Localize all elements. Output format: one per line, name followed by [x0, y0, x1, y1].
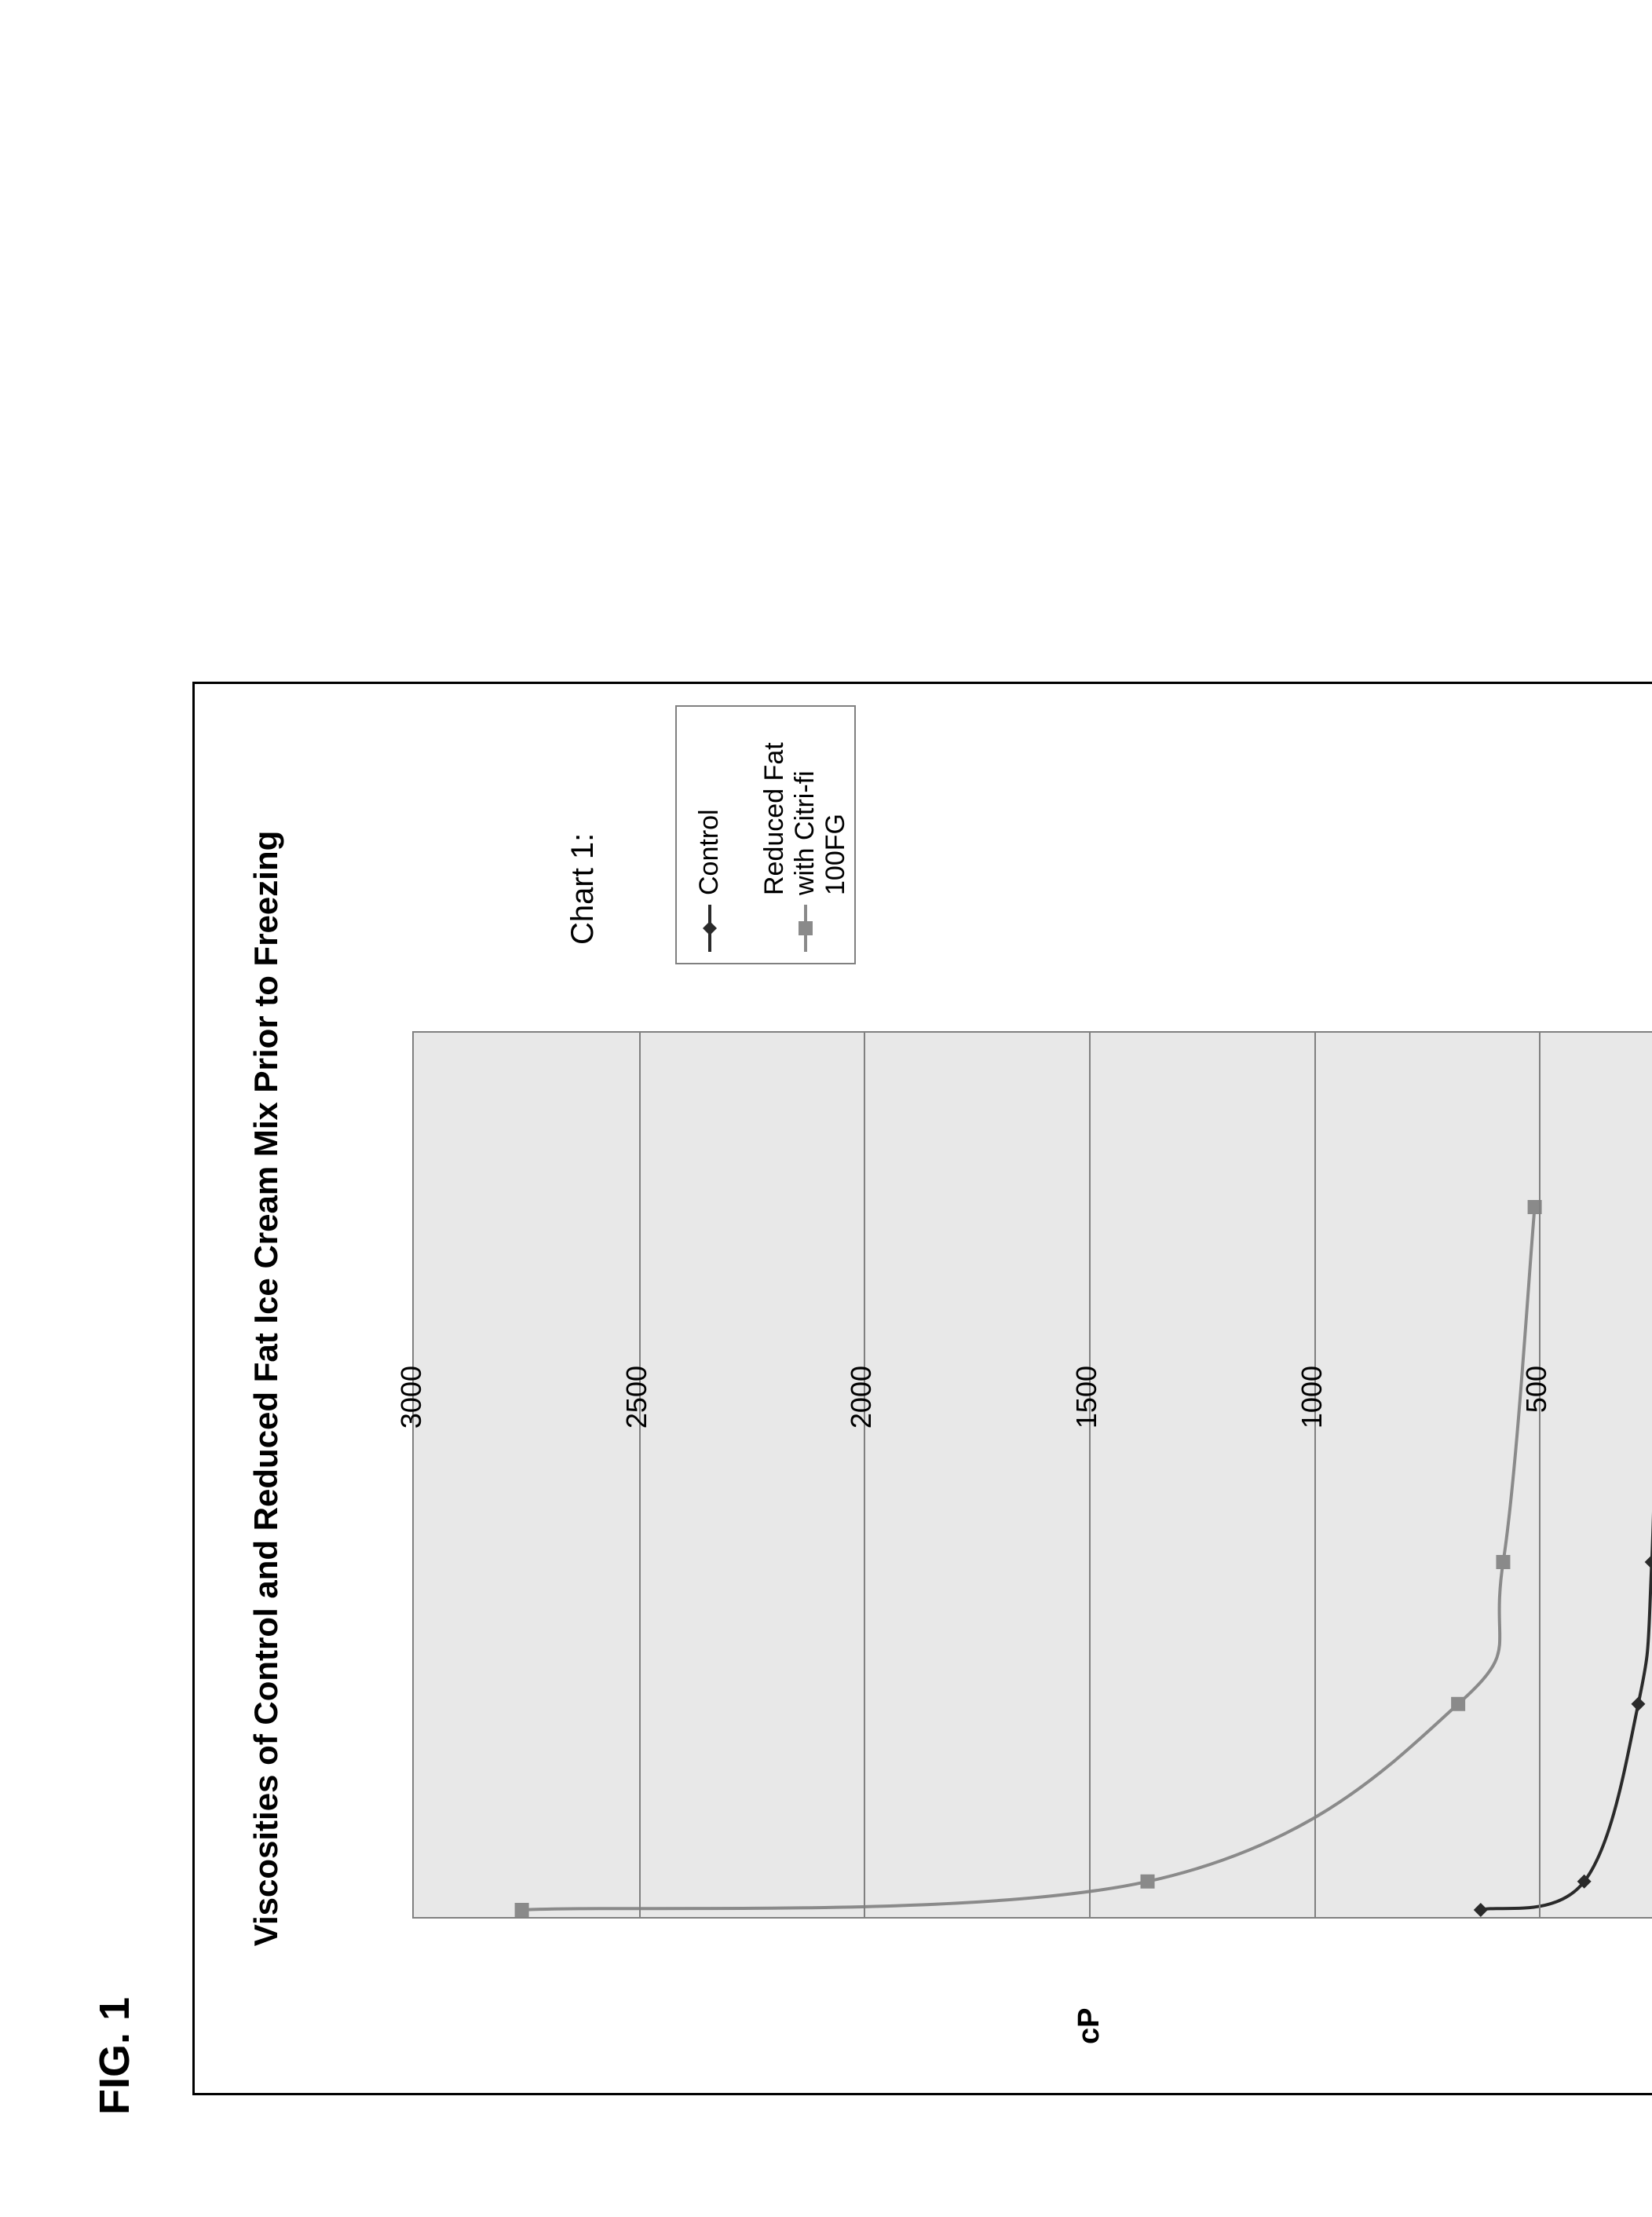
figure-label: FIG. 1	[90, 1997, 139, 2115]
square-marker	[1451, 1697, 1465, 1711]
legend-item: Control	[694, 712, 725, 952]
y-tick-label: 500	[1520, 1366, 1553, 1476]
legend-marker	[698, 905, 722, 952]
legend-box: Control Reduced Fat with Citri-fi 100FG	[675, 705, 856, 964]
y-tick-label: 3000	[395, 1366, 428, 1476]
series-svg	[414, 1030, 1652, 1917]
square-marker	[799, 921, 813, 935]
diamond-marker	[703, 921, 717, 935]
series-line	[522, 1207, 1535, 1910]
diamond-marker	[1631, 1697, 1645, 1711]
legend-label: Control	[694, 715, 725, 895]
y-tick-label: 2000	[845, 1366, 878, 1476]
plot-area	[412, 1031, 1652, 1919]
legend-item: Reduced Fat with Citri-fi 100FG	[759, 712, 851, 952]
legend-label: Reduced Fat with Citri-fi 100FG	[759, 715, 851, 895]
diamond-marker	[1645, 1555, 1652, 1569]
y-tick-label: 1500	[1070, 1366, 1103, 1476]
y-axis-label: cP	[1073, 2008, 1106, 2044]
y-tick-label: 2500	[620, 1366, 653, 1476]
chart-title: Viscosities of Control and Reduced Fat I…	[247, 682, 285, 2095]
diamond-marker	[1474, 1903, 1488, 1917]
legend-marker	[794, 905, 817, 952]
y-tick-label: 1000	[1296, 1366, 1329, 1476]
square-marker	[1141, 1875, 1155, 1889]
square-marker	[515, 1903, 529, 1917]
square-marker	[1496, 1555, 1510, 1569]
chart-subtitle: Chart 1:	[565, 833, 601, 945]
